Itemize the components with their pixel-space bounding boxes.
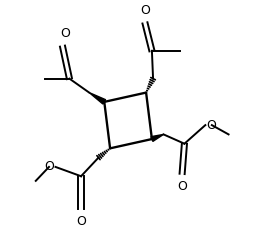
Text: O: O: [76, 214, 86, 228]
Polygon shape: [89, 93, 106, 104]
Text: O: O: [60, 27, 70, 40]
Text: O: O: [177, 180, 187, 193]
Polygon shape: [151, 134, 163, 141]
Text: O: O: [140, 4, 150, 17]
Text: O: O: [45, 160, 54, 174]
Text: O: O: [206, 119, 216, 132]
